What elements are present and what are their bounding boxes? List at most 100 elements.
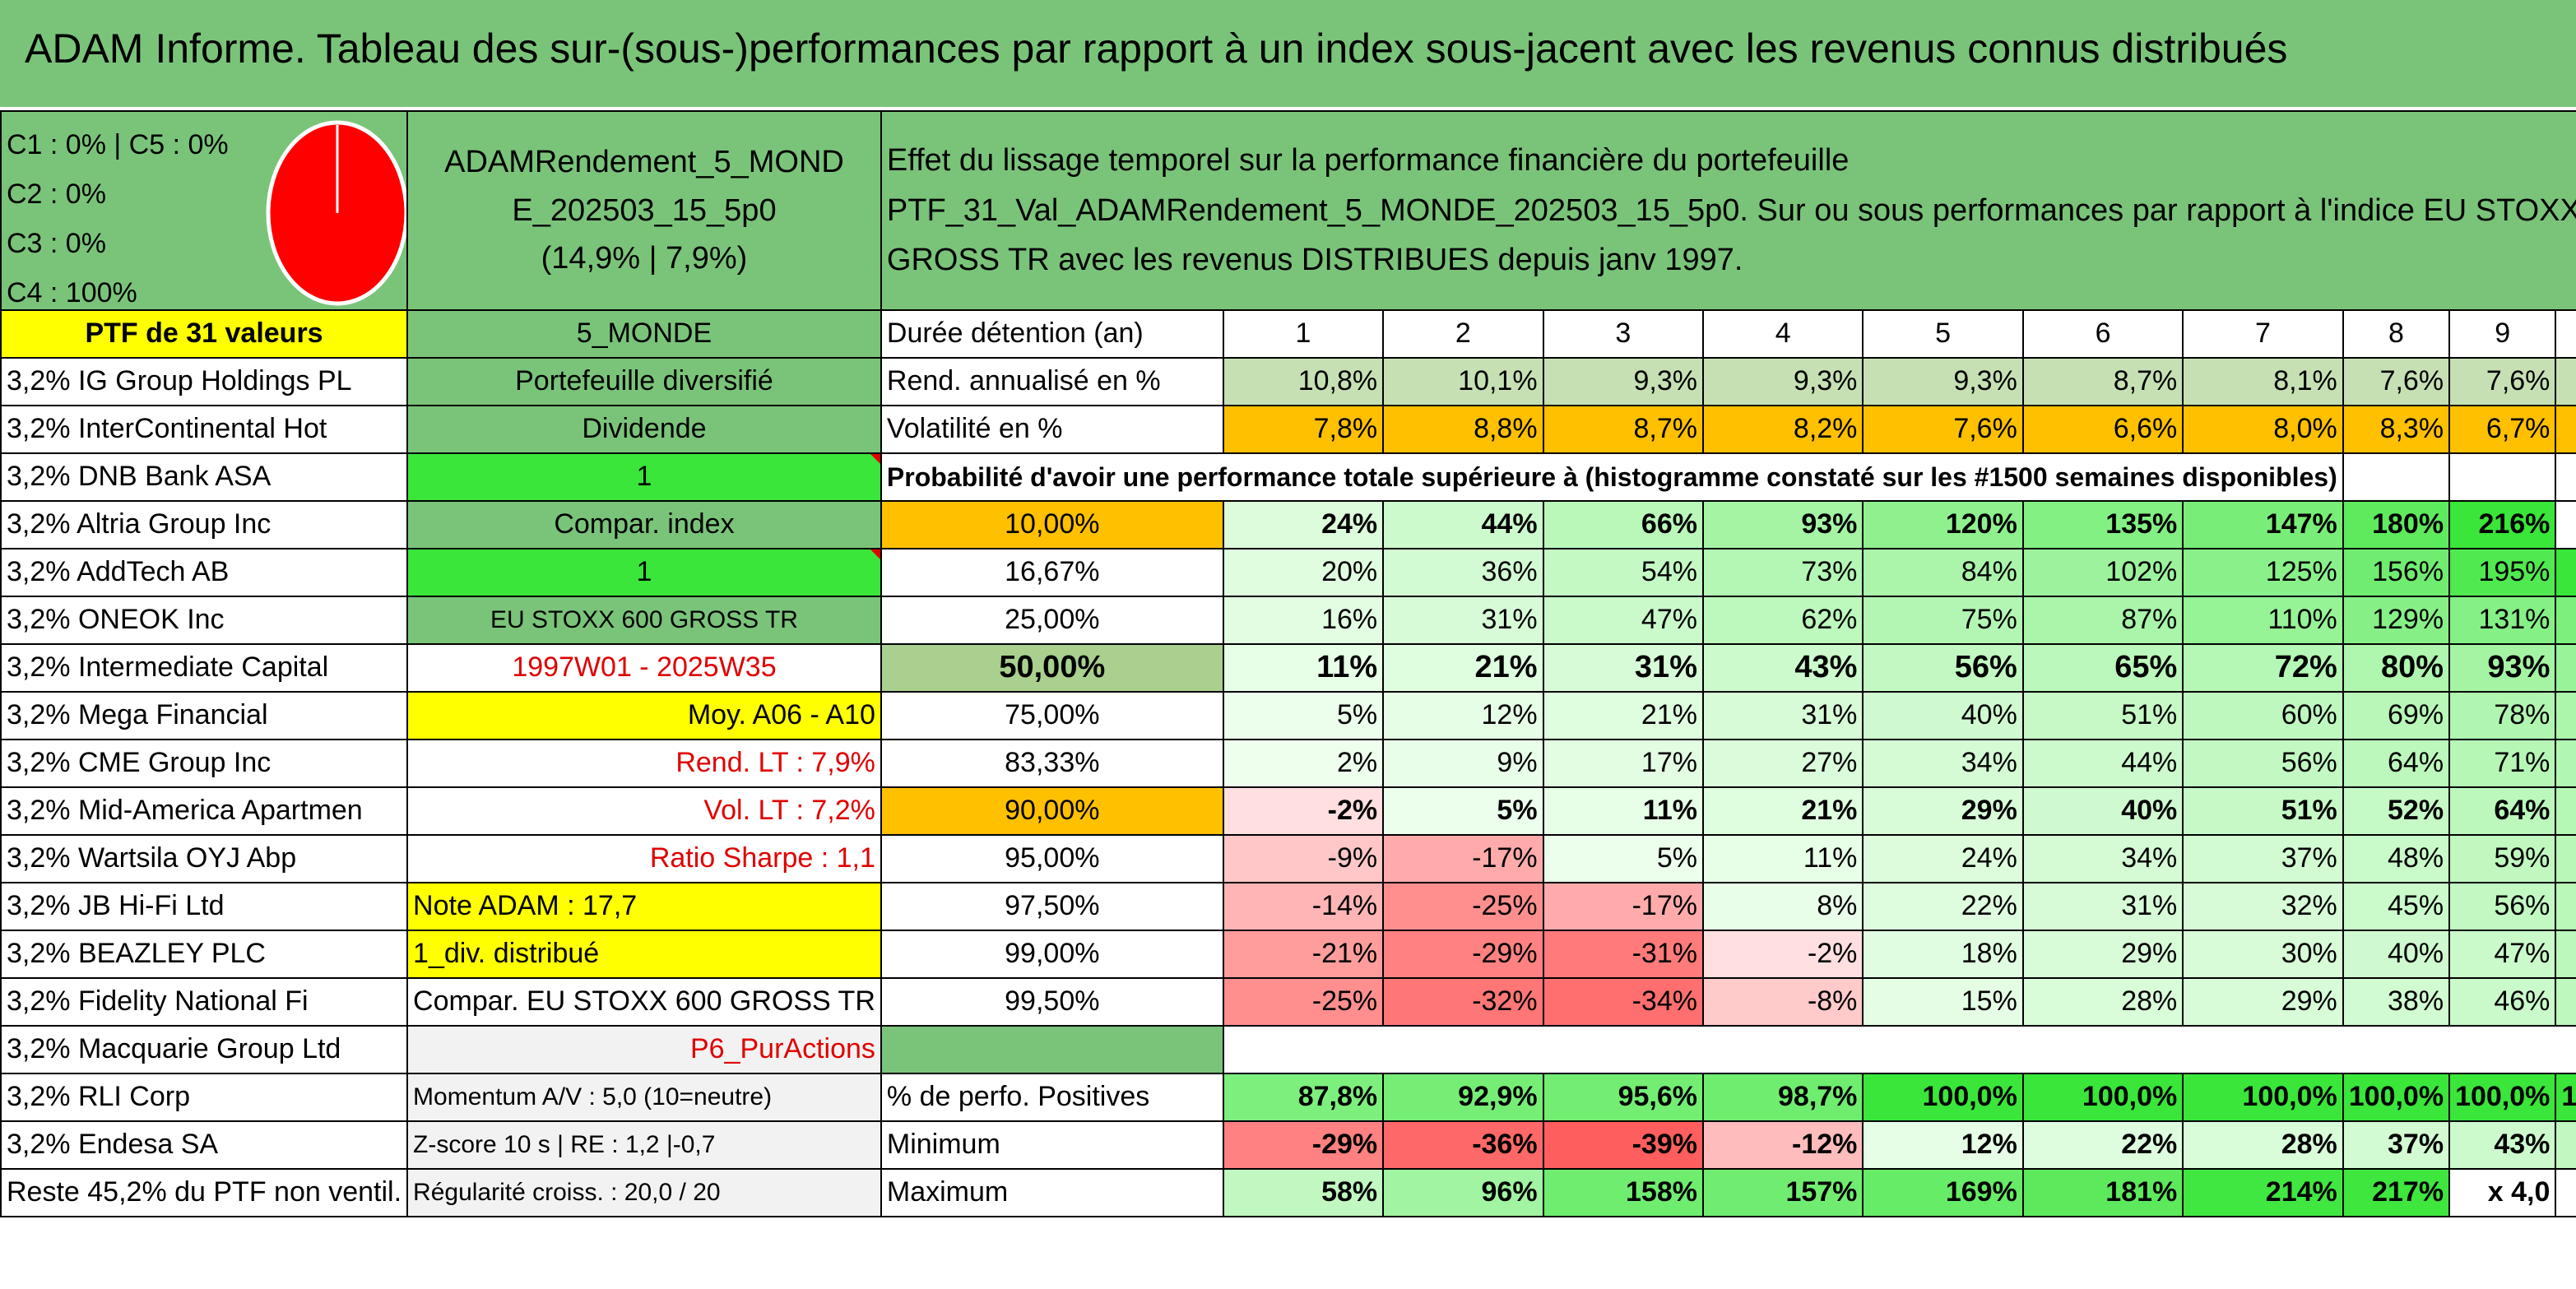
holding-row-label: 3,2% CME Group Inc xyxy=(0,739,409,788)
maximum-value: 169% xyxy=(1862,1168,2024,1217)
holding-row-label: 3,2% BEAZLEY PLC xyxy=(0,930,409,979)
minimum-value: 22% xyxy=(2021,1120,2184,1170)
probability-value: 44% xyxy=(1382,500,1544,549)
maximum-value: 96% xyxy=(1382,1168,1544,1217)
probability-value: 24% xyxy=(1222,500,1385,549)
empty-cell xyxy=(2448,452,2557,502)
probability-threshold: 90,00% xyxy=(880,786,1224,836)
info-period: 1997W01 - 2025W35 xyxy=(406,643,882,693)
probability-value: 31% xyxy=(1382,596,1544,645)
positives-value: 100,0% xyxy=(2182,1073,2344,1122)
vol-value: 8,7% xyxy=(1542,405,1704,454)
probability-value: 140% xyxy=(2555,596,2576,645)
vol-label: Volatilité en % xyxy=(880,405,1224,454)
probability-value: 84% xyxy=(1862,548,2024,597)
probability-value: 48% xyxy=(2342,834,2451,883)
probability-value: 29% xyxy=(2021,930,2184,979)
probability-value: -2% xyxy=(1222,786,1385,836)
horizon-year: 9 xyxy=(2448,309,2557,359)
probability-value: 72% xyxy=(2555,786,2576,836)
probability-value: 11% xyxy=(1542,786,1704,836)
probability-value: 102% xyxy=(2021,548,2184,597)
probability-value: 31% xyxy=(1701,691,1864,740)
probability-value: 77% xyxy=(2555,739,2576,788)
probability-value: 51% xyxy=(2182,786,2344,836)
minimum-value: 37% xyxy=(2342,1120,2451,1170)
probability-value: 78% xyxy=(2448,691,2557,740)
probability-value: 20% xyxy=(1222,548,1385,597)
portfolio-title-line1: ADAMRendement_5_MOND xyxy=(444,144,844,179)
probability-value: 21% xyxy=(1701,786,1864,836)
info-comparison: Compar. EU STOXX 600 GROSS TR xyxy=(406,977,882,1027)
rend-value: 7,6% xyxy=(2342,357,2451,406)
probability-value: 73% xyxy=(1701,548,1864,597)
info-dividend-distributed: 1_div. distribué xyxy=(406,930,882,979)
probability-value: 8% xyxy=(1701,882,1864,931)
probability-value: 21% xyxy=(1382,643,1544,693)
minimum-value: -39% xyxy=(1542,1120,1704,1170)
minimum-value: 12% xyxy=(1862,1120,2024,1170)
probability-value: 54% xyxy=(1542,548,1704,597)
holding-row-label: 3,2% Intermediate Capital xyxy=(0,643,409,693)
probability-value: 93% xyxy=(1701,500,1864,549)
holding-row-label: 3,2% Mid-America Apartmen xyxy=(0,786,409,836)
probability-value: -8% xyxy=(1701,977,1864,1027)
probability-value: -21% xyxy=(1222,930,1385,979)
holding-row-label: 3,2% Endesa SA xyxy=(0,1120,409,1170)
probability-value: 5% xyxy=(1542,834,1704,883)
maximum-value: x 4,2 xyxy=(2555,1168,2576,1217)
info-regularity: Régularité croiss. : 20,0 / 20 xyxy=(406,1168,882,1217)
probability-value: 80% xyxy=(2342,643,2451,693)
probability-value: 180% xyxy=(2342,500,2451,549)
probability-value: 61% xyxy=(2555,977,2576,1027)
maximum-value: x 4,0 xyxy=(2448,1168,2557,1217)
probability-value: 71% xyxy=(2448,739,2557,788)
probability-threshold: 25,00% xyxy=(880,596,1224,645)
probability-value: 75% xyxy=(1862,596,2024,645)
vol-value: 8,2% xyxy=(1701,405,1864,454)
positives-value: 95,6% xyxy=(1542,1073,1704,1122)
probability-value: 5% xyxy=(1222,691,1385,740)
horizon-year: 10 xyxy=(2555,309,2576,359)
probability-value: 5% xyxy=(1382,786,1544,836)
allocation-lines: C1 : 0% | C5 : 0% C2 : 0% C3 : 0% C4 : 100% xyxy=(7,120,229,308)
probability-value: 63% xyxy=(2555,930,2576,979)
probability-value: -25% xyxy=(1382,882,1544,931)
info-compar-index: Compar. index xyxy=(406,500,882,549)
info-flag-2: 1 xyxy=(406,548,882,597)
probability-value: 83% xyxy=(2555,691,2576,740)
probability-value: 34% xyxy=(2021,834,2184,883)
probability-value: 12% xyxy=(1382,691,1544,740)
horizon-year: 2 xyxy=(1382,309,1544,359)
probability-value: 120% xyxy=(1862,500,2024,549)
probability-value: 22% xyxy=(1862,882,2024,931)
info-sharpe-ratio: Ratio Sharpe : 1,1 xyxy=(406,834,882,883)
probability-value: 9% xyxy=(1382,739,1544,788)
portfolio-title: ADAMRendement_5_MOND E_202503_15_5p0 (14,9… xyxy=(406,110,882,311)
info-index-name: EU STOXX 600 GROSS TR xyxy=(406,596,882,645)
info-average: Moy. A06 - A10 xyxy=(406,691,882,740)
rend-value: 10,8% xyxy=(1222,357,1385,406)
probability-value: 51% xyxy=(2021,691,2184,740)
vol-value: 6,7% xyxy=(2448,405,2557,454)
probability-threshold: 50,00% xyxy=(880,643,1224,693)
probability-value: -32% xyxy=(1382,977,1544,1027)
vol-value: 6,6% xyxy=(2555,405,2576,454)
probability-threshold: 99,50% xyxy=(880,977,1224,1027)
probability-value: 24% xyxy=(1862,834,2024,883)
minimum-label: Minimum xyxy=(880,1120,1224,1170)
probability-value: 31% xyxy=(2021,882,2184,931)
probability-threshold: 75,00% xyxy=(880,691,1224,740)
probability-value: 27% xyxy=(1701,739,1864,788)
probability-value: 36% xyxy=(1382,548,1544,597)
probability-value: 147% xyxy=(2182,500,2344,549)
horizon-year: 5 xyxy=(1862,309,2024,359)
probability-value: -2% xyxy=(1701,930,1864,979)
info-category: P6_PurActions xyxy=(406,1025,882,1074)
probability-value: 31% xyxy=(1542,643,1704,693)
rend-value: 7,5% xyxy=(2555,357,2576,406)
holding-row-label: 3,2% Fidelity National Fi xyxy=(0,977,409,1027)
probability-value: 56% xyxy=(2448,882,2557,931)
probability-value: 43% xyxy=(1701,643,1864,693)
probability-value: 215% xyxy=(2555,548,2576,597)
